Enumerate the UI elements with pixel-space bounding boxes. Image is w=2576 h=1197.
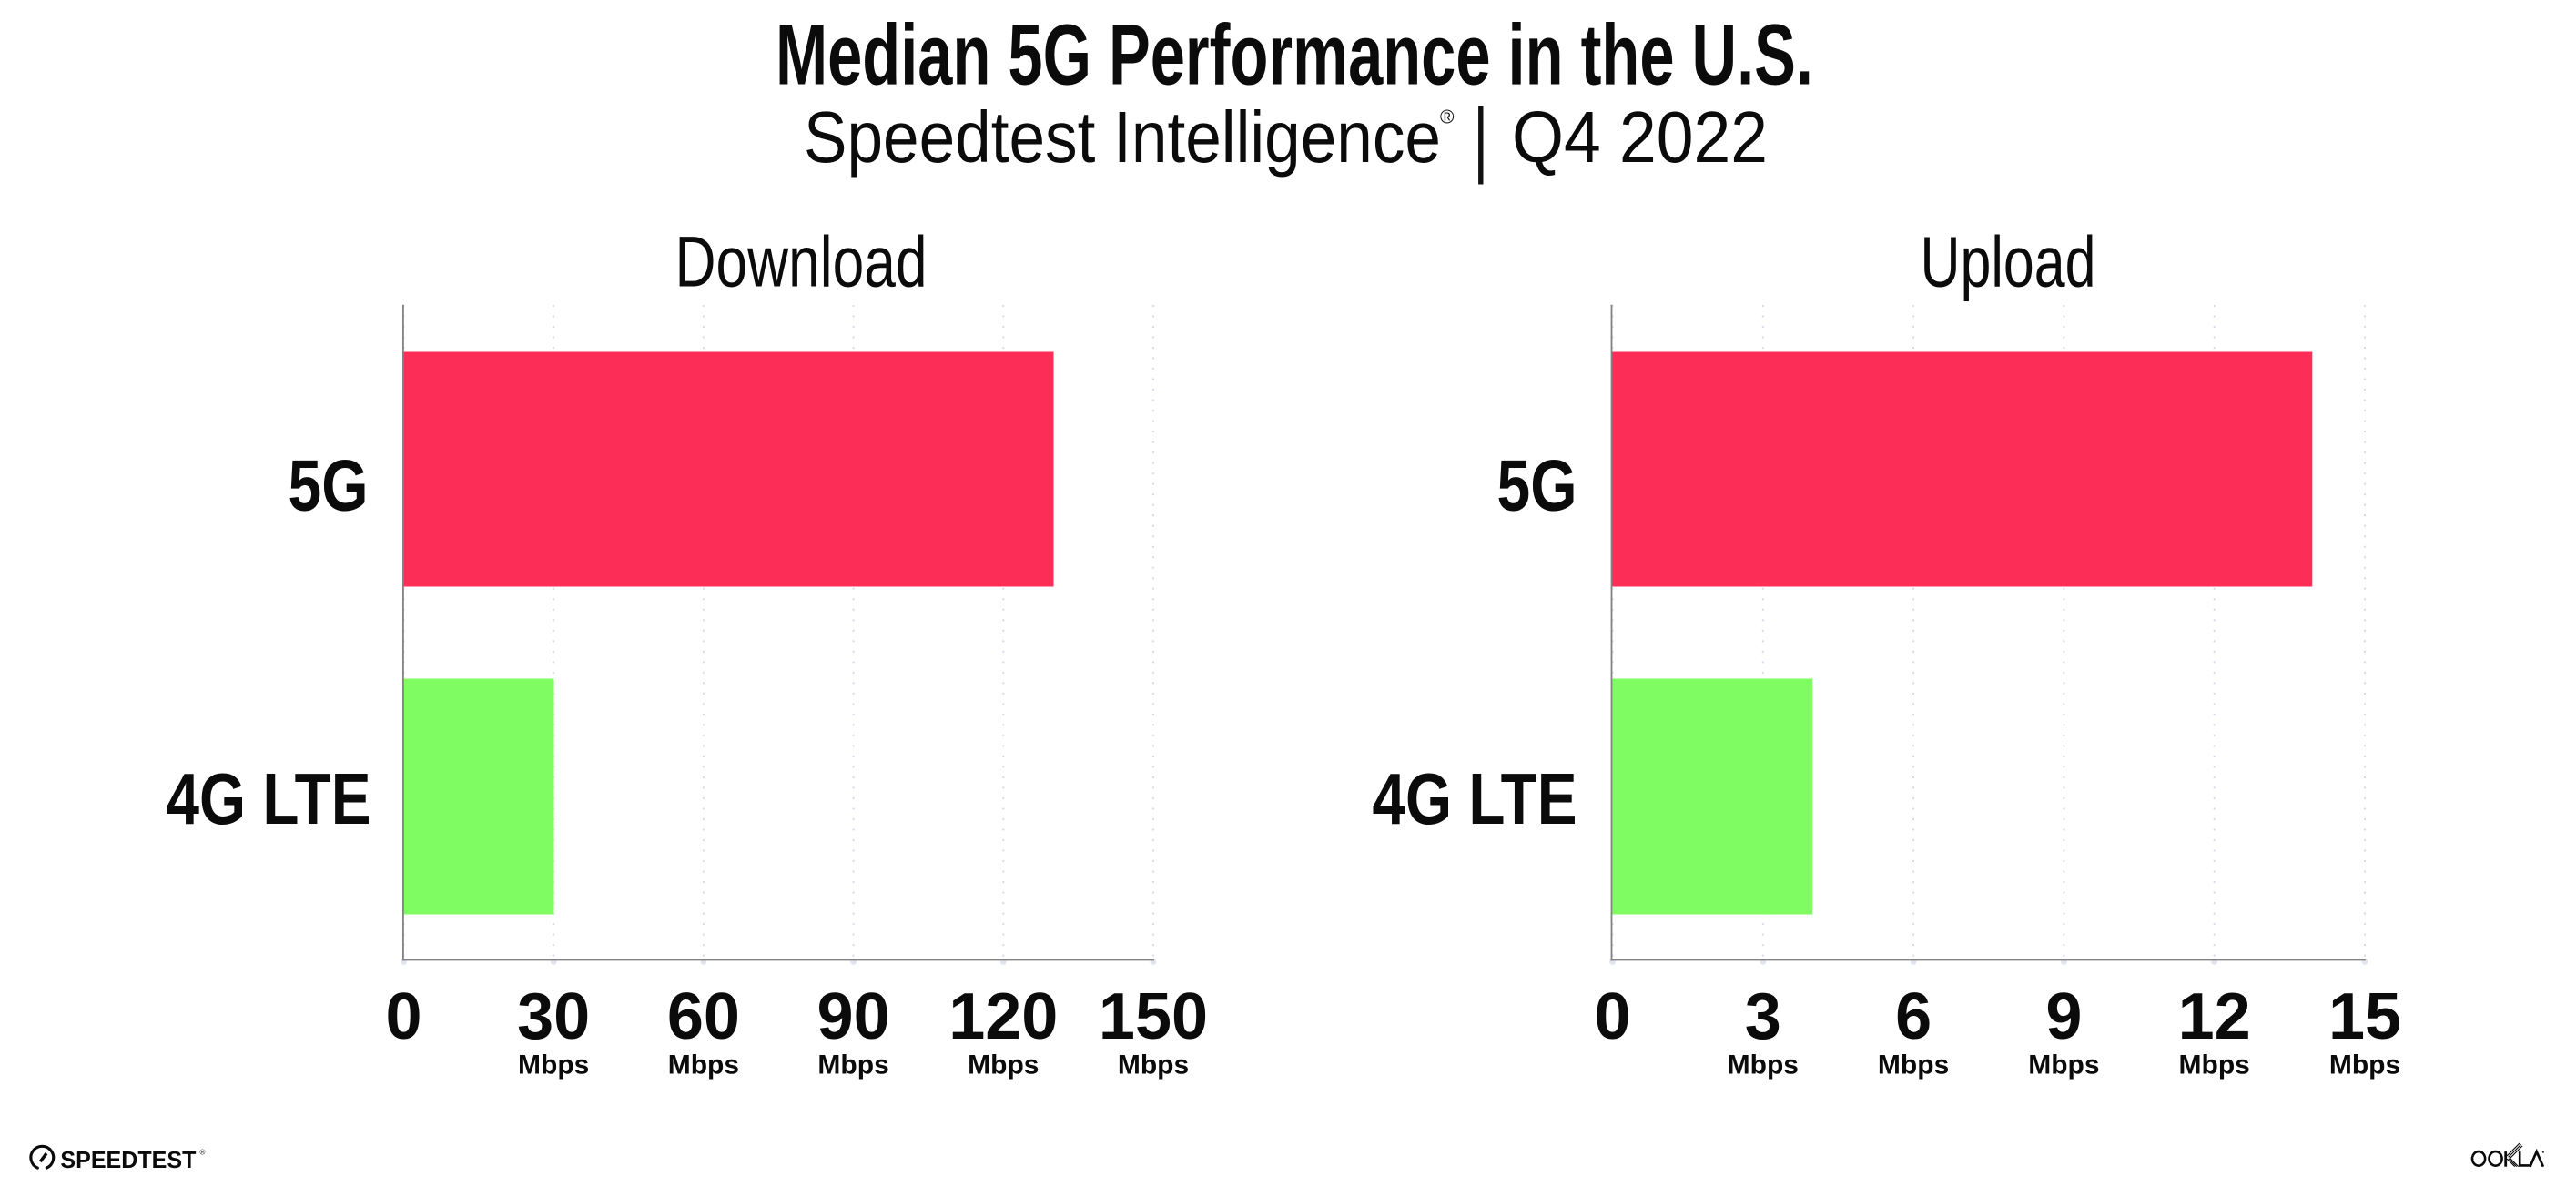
svg-text:0: 0 (1594, 980, 1630, 1053)
svg-text:4G LTE: 4G LTE (1373, 758, 1577, 839)
svg-text:®: ® (200, 1149, 206, 1157)
svg-text:4G LTE: 4G LTE (167, 758, 371, 839)
svg-text:Median 5G Performance in the U: Median 5G Performance in the U.S. (776, 7, 1813, 104)
svg-text:Upload: Upload (1921, 221, 2096, 302)
svg-text:Mbps: Mbps (518, 1050, 589, 1080)
svg-text:30: 30 (517, 980, 590, 1053)
svg-text:15: 15 (2328, 980, 2401, 1053)
svg-text:5G: 5G (289, 444, 369, 525)
svg-text:SPEEDTEST: SPEEDTEST (60, 1148, 196, 1173)
svg-text:Mbps: Mbps (2028, 1050, 2099, 1080)
svg-text:12: 12 (2178, 980, 2251, 1053)
svg-text:120: 120 (948, 980, 1058, 1053)
svg-text:0: 0 (385, 980, 421, 1053)
svg-text:Mbps: Mbps (668, 1050, 739, 1080)
svg-text:Mbps: Mbps (968, 1050, 1039, 1080)
svg-text:Mbps: Mbps (1118, 1050, 1189, 1080)
svg-text:Mbps: Mbps (2179, 1050, 2250, 1080)
svg-text:Download: Download (675, 221, 928, 302)
svg-text:Mbps: Mbps (1728, 1050, 1799, 1080)
svg-text:Mbps: Mbps (817, 1050, 888, 1080)
svg-text:60: 60 (667, 980, 740, 1053)
svg-text:®: ® (1440, 107, 1455, 128)
svg-text:Mbps: Mbps (2329, 1050, 2400, 1080)
svg-text:150: 150 (1099, 980, 1208, 1053)
svg-text:6: 6 (1895, 980, 1932, 1053)
svg-text:9: 9 (2045, 980, 2082, 1053)
svg-text:5G: 5G (1497, 444, 1577, 525)
svg-text:Speedtest Intelligence: Speedtest Intelligence (804, 96, 1441, 178)
svg-text:Mbps: Mbps (1878, 1050, 1949, 1080)
svg-text:Q4 2022: Q4 2022 (1512, 96, 1768, 178)
svg-text:90: 90 (817, 980, 890, 1053)
svg-text:3: 3 (1745, 980, 1781, 1053)
